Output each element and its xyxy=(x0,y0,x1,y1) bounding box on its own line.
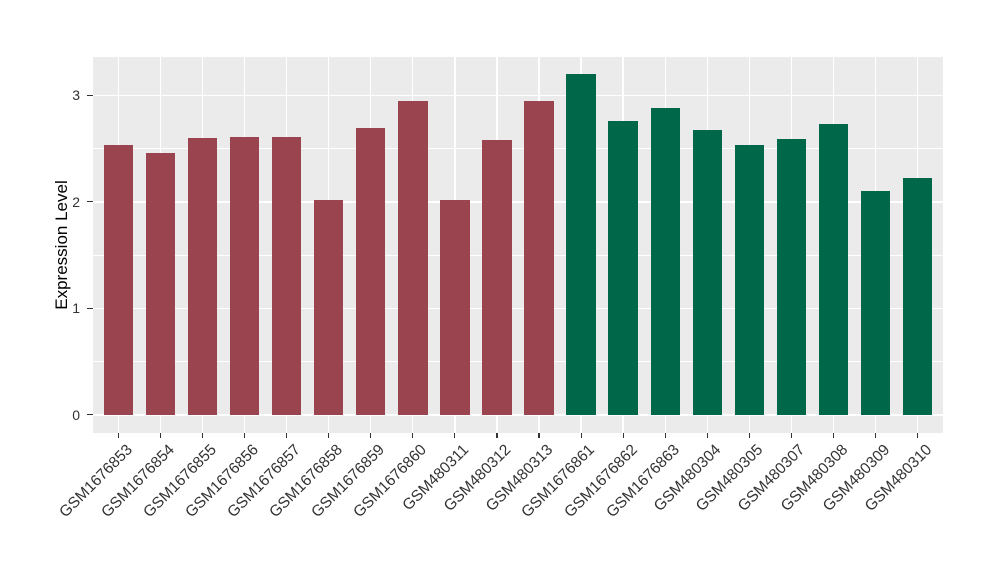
gridline-major xyxy=(93,201,943,203)
x-tick-mark xyxy=(917,433,919,438)
y-tick-mark xyxy=(87,94,93,96)
x-tick-mark xyxy=(580,433,582,438)
bar xyxy=(229,136,260,415)
gridline-minor xyxy=(93,361,943,363)
gridline-major xyxy=(93,307,943,310)
y-tick-label: 1 xyxy=(72,300,80,317)
x-tick-mark xyxy=(201,433,203,438)
gridline-minor xyxy=(93,148,943,150)
y-tick-label: 0 xyxy=(72,406,80,423)
bar xyxy=(398,100,428,415)
y-tick-mark xyxy=(87,307,93,309)
y-tick-mark xyxy=(87,201,93,203)
x-tick-mark xyxy=(328,433,330,438)
x-tick-mark xyxy=(159,433,161,438)
bar xyxy=(103,145,133,415)
bar xyxy=(903,178,933,415)
bar xyxy=(818,124,849,415)
bar xyxy=(313,199,344,415)
x-tick-label: GSM1676853 xyxy=(55,441,136,521)
y-tick-label: 2 xyxy=(72,193,80,210)
bar xyxy=(608,120,638,415)
bar xyxy=(650,108,680,415)
x-tick-mark xyxy=(370,433,372,438)
bar xyxy=(734,145,765,415)
x-tick-mark xyxy=(538,433,540,438)
gridline-major xyxy=(93,94,943,97)
bar xyxy=(692,130,723,415)
bar xyxy=(524,100,554,415)
bar xyxy=(440,199,470,415)
gridline-minor xyxy=(93,254,943,256)
x-tick-mark xyxy=(622,433,624,438)
x-tick-mark xyxy=(706,433,708,438)
bar xyxy=(187,137,218,415)
x-tick-mark xyxy=(748,433,751,438)
bar xyxy=(566,74,596,415)
x-tick-mark xyxy=(664,433,666,438)
bar xyxy=(860,191,891,415)
x-tick-mark xyxy=(412,433,414,438)
plot-panel xyxy=(93,57,943,433)
x-tick-mark xyxy=(454,433,456,438)
x-tick-mark xyxy=(117,433,119,438)
bar xyxy=(271,136,302,415)
gridline-major xyxy=(93,414,943,416)
y-tick-label: 3 xyxy=(72,87,80,104)
x-tick-mark xyxy=(790,433,793,438)
x-tick-mark xyxy=(243,433,246,438)
bar xyxy=(355,128,386,415)
x-tick-mark xyxy=(875,433,877,438)
y-tick-mark xyxy=(87,414,93,416)
x-tick-mark xyxy=(285,433,288,438)
x-tick-mark xyxy=(832,433,835,438)
bar xyxy=(776,139,807,415)
bar xyxy=(482,140,512,415)
bar xyxy=(145,152,176,415)
x-tick-mark xyxy=(496,433,498,438)
